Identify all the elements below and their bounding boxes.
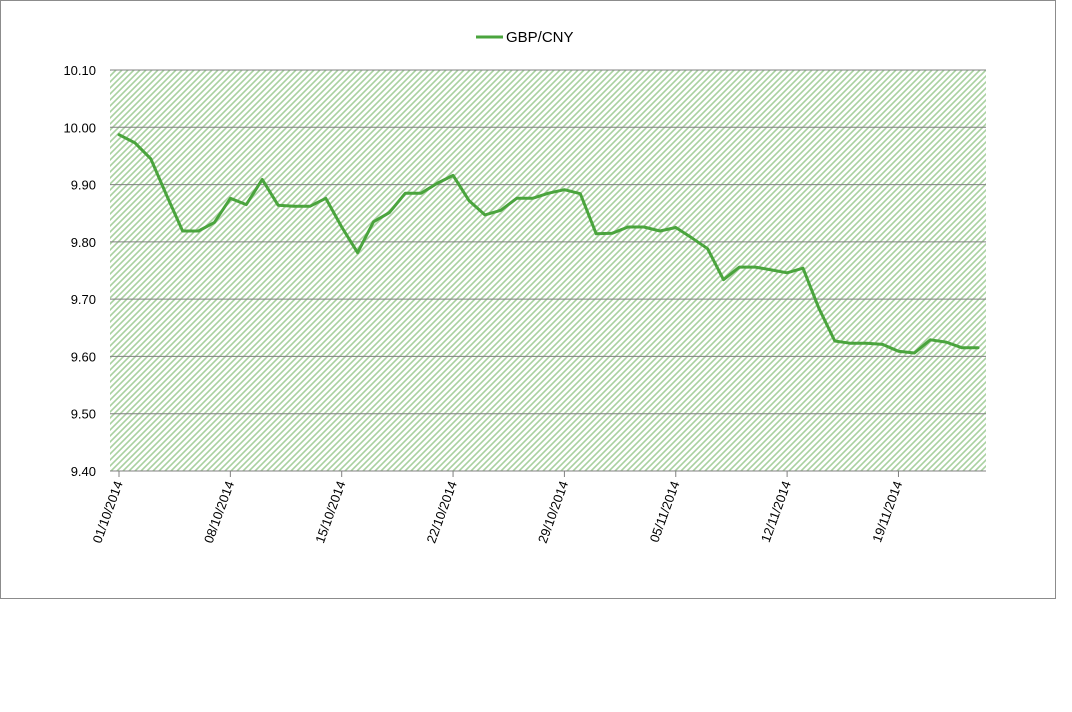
gridlines <box>110 69 986 472</box>
series-group <box>117 133 980 355</box>
x-tick-label: 22/10/2014 <box>424 479 460 545</box>
x-tick-label: 29/10/2014 <box>535 479 571 545</box>
y-tick-label: 9.80 <box>71 235 96 250</box>
legend-label: GBP/CNY <box>506 29 574 46</box>
x-axis-ticks: 01/10/2014 08/10/2014 15/10/2014 22/10/2014… <box>89 471 905 545</box>
x-tick-label: 19/11/2014 <box>869 479 905 544</box>
x-tick-label: 01/10/2014 <box>89 479 125 545</box>
y-tick-label: 10.10 <box>63 63 96 78</box>
y-tick-label: 9.40 <box>71 464 96 479</box>
x-tick-label: 05/11/2014 <box>647 479 683 544</box>
y-axis-ticks: 10.10 10.00 9.90 9.80 9.70 9.60 9.50 9.40 <box>63 63 96 479</box>
x-tick-label: 15/10/2014 <box>312 479 348 545</box>
y-tick-label: 9.70 <box>71 292 96 307</box>
y-tick-label: 9.60 <box>71 349 96 364</box>
series-line <box>117 133 980 355</box>
x-tick-label: 08/10/2014 <box>201 479 237 545</box>
y-tick-label: 9.50 <box>71 407 96 422</box>
x-tick-label: 12/11/2014 <box>758 479 794 544</box>
legend: GBP/CNY <box>476 29 574 46</box>
y-tick-label: 9.90 <box>71 178 96 193</box>
y-tick-label: 10.00 <box>63 120 96 135</box>
plot-area <box>110 70 986 471</box>
